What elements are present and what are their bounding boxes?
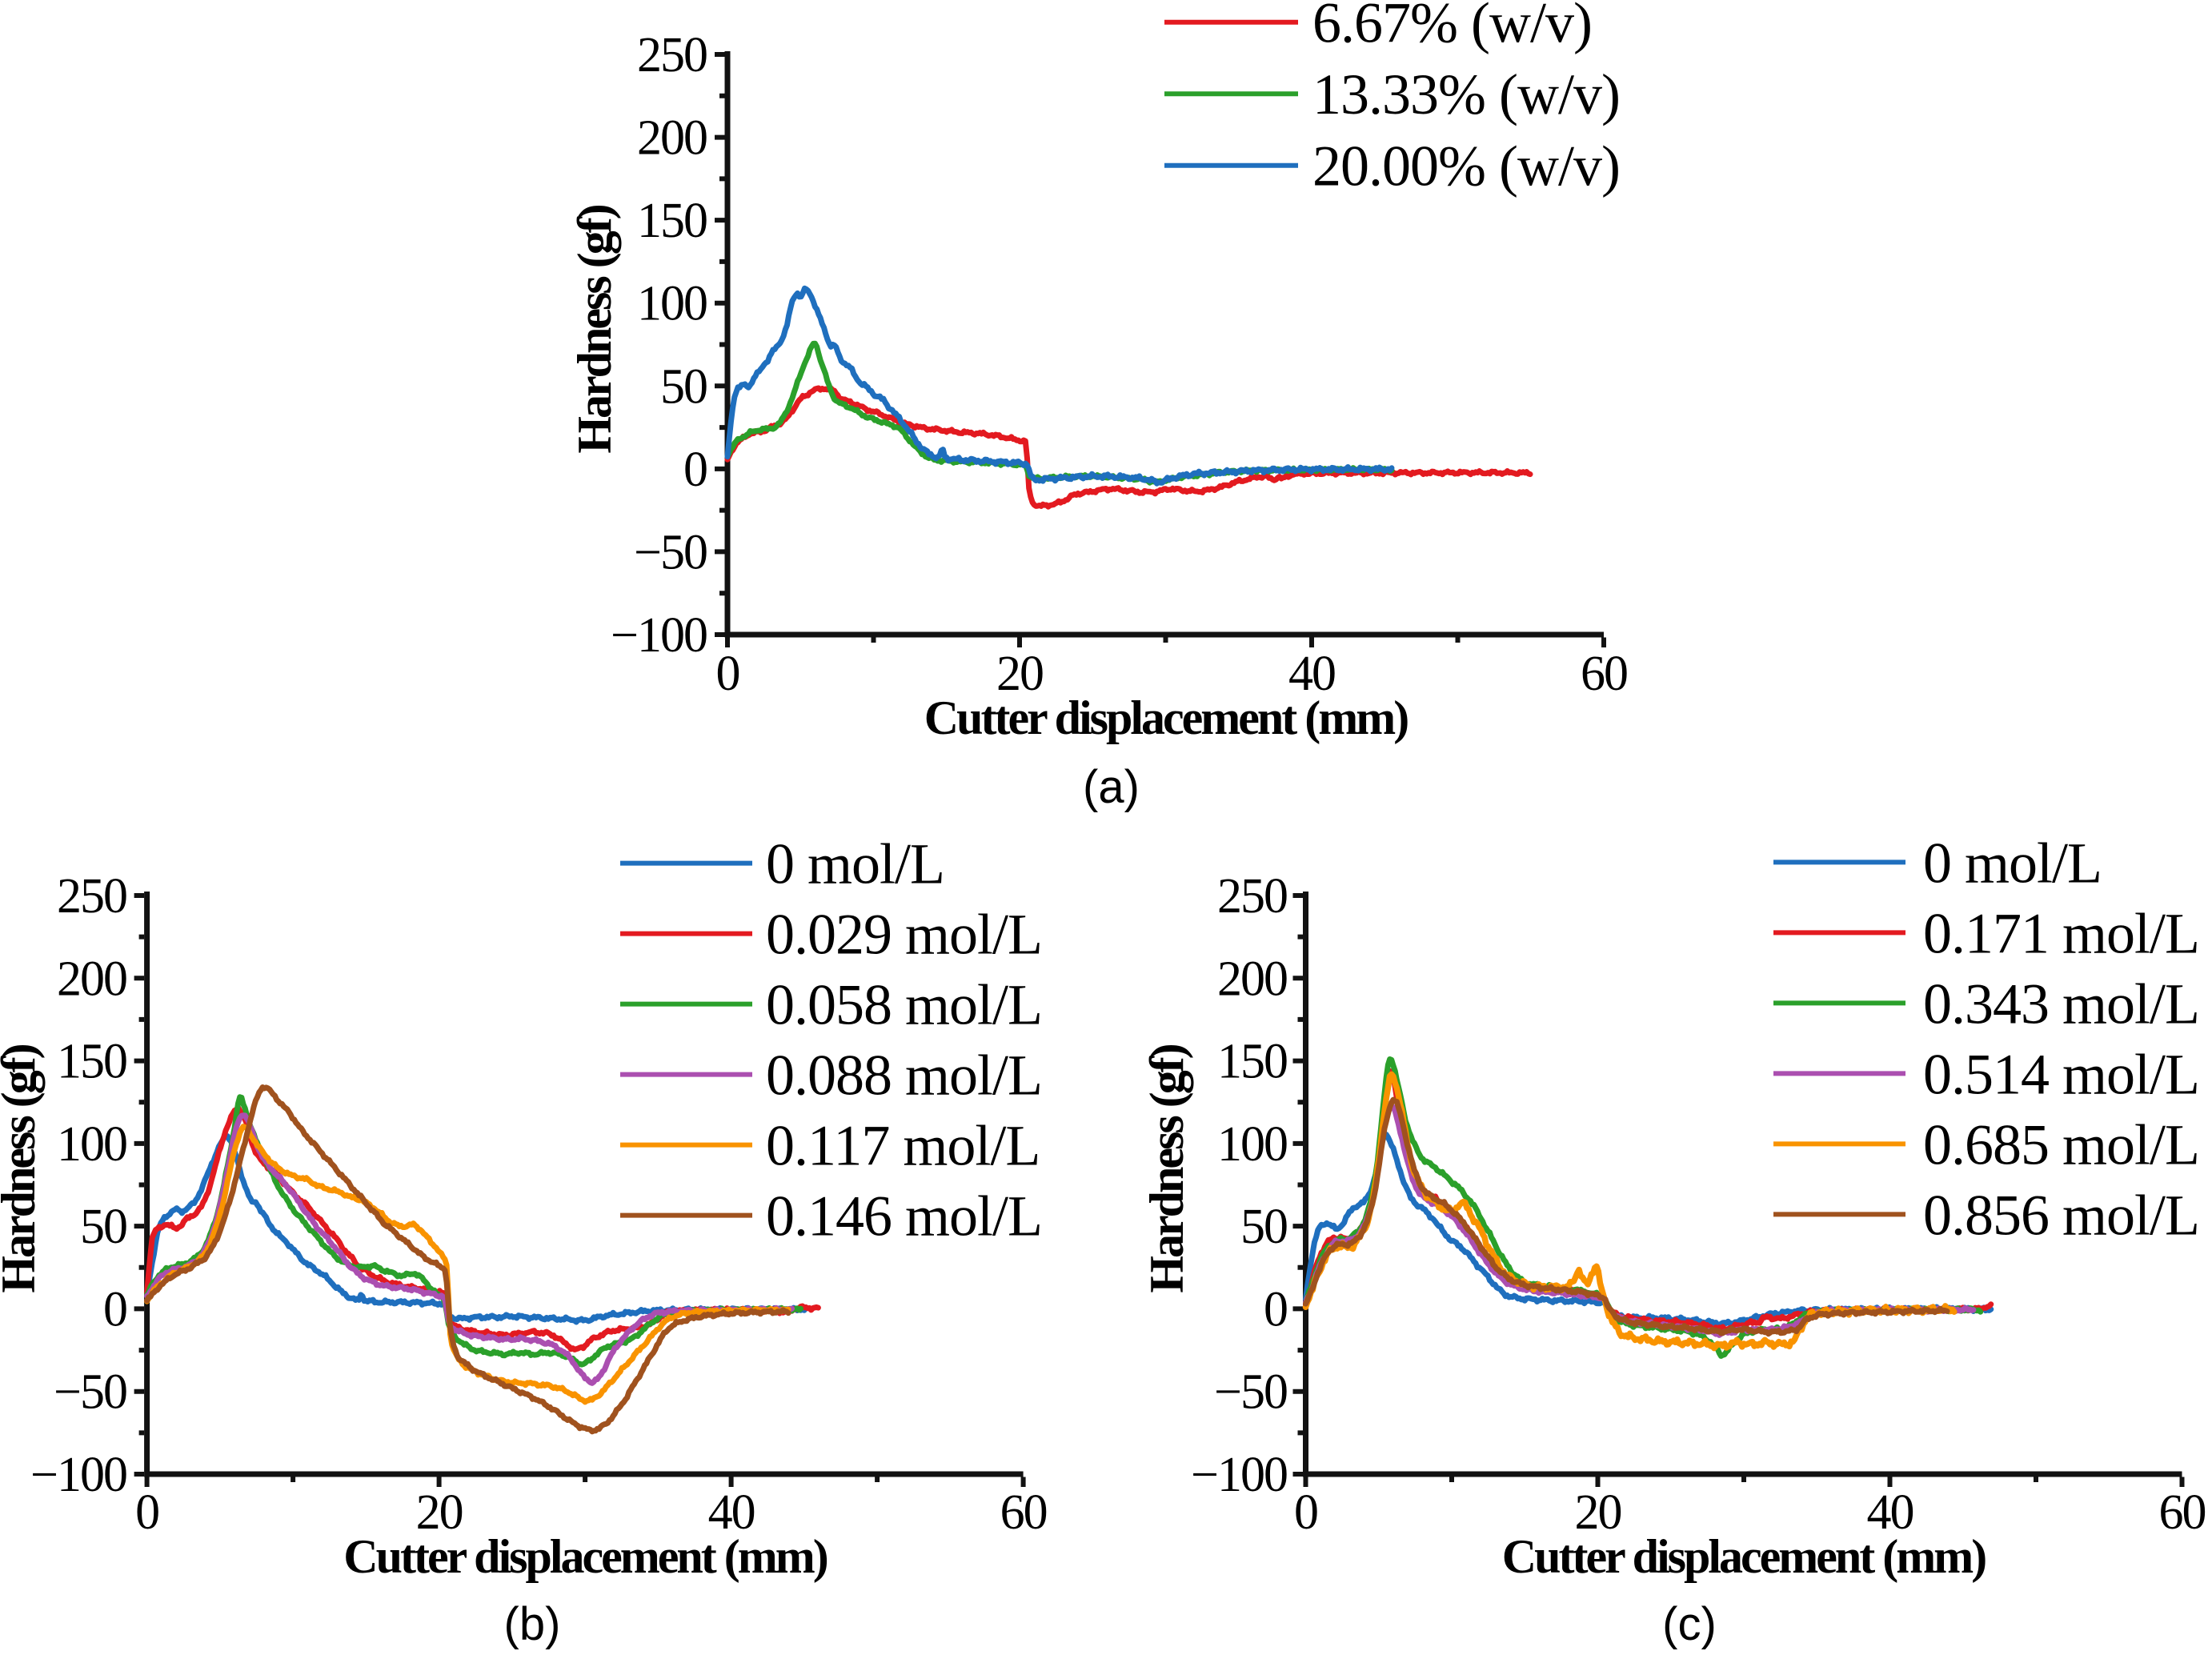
svg-text:20: 20 bbox=[1575, 1485, 1621, 1540]
svg-text:0: 0 bbox=[1294, 1485, 1317, 1540]
svg-text:6.67% (w/v): 6.67% (w/v) bbox=[1312, 0, 1592, 55]
svg-text:0: 0 bbox=[103, 1282, 126, 1336]
svg-text:0 mol/L: 0 mol/L bbox=[766, 832, 944, 896]
svg-text:0.088 mol/L: 0.088 mol/L bbox=[766, 1044, 1042, 1108]
svg-text:0 mol/L: 0 mol/L bbox=[1923, 831, 2102, 895]
svg-text:20.00% (w/v): 20.00% (w/v) bbox=[1312, 134, 1620, 198]
svg-text:200: 200 bbox=[57, 952, 126, 1006]
svg-text:60: 60 bbox=[1000, 1485, 1047, 1540]
svg-text:(a): (a) bbox=[1083, 761, 1140, 813]
svg-text:0: 0 bbox=[683, 443, 707, 497]
svg-text:150: 150 bbox=[637, 194, 707, 248]
svg-text:50: 50 bbox=[80, 1200, 126, 1254]
svg-text:60: 60 bbox=[2159, 1485, 2206, 1540]
svg-text:250: 250 bbox=[57, 869, 126, 924]
svg-text:Cutter displacement (mm): Cutter displacement (mm) bbox=[343, 1530, 827, 1583]
svg-text:13.33% (w/v): 13.33% (w/v) bbox=[1312, 62, 1620, 126]
svg-text:200: 200 bbox=[1217, 952, 1287, 1006]
svg-text:(c): (c) bbox=[1662, 1598, 1717, 1650]
svg-text:40: 40 bbox=[1867, 1485, 1913, 1540]
svg-text:−50: −50 bbox=[634, 525, 707, 579]
svg-text:0.685 mol/L: 0.685 mol/L bbox=[1923, 1112, 2199, 1176]
svg-text:100: 100 bbox=[637, 277, 707, 331]
svg-text:Hardness (gf): Hardness (gf) bbox=[568, 205, 621, 453]
svg-text:0.117 mol/L: 0.117 mol/L bbox=[766, 1114, 1040, 1178]
svg-text:Cutter displacement (mm): Cutter displacement (mm) bbox=[1502, 1530, 1986, 1583]
svg-text:0.856 mol/L: 0.856 mol/L bbox=[1923, 1183, 2199, 1247]
svg-text:0.029 mol/L: 0.029 mol/L bbox=[766, 903, 1042, 967]
svg-text:20: 20 bbox=[416, 1485, 463, 1540]
svg-text:40: 40 bbox=[708, 1485, 755, 1540]
svg-text:0: 0 bbox=[135, 1485, 158, 1540]
svg-text:60: 60 bbox=[1581, 647, 1627, 701]
svg-text:40: 40 bbox=[1288, 647, 1335, 701]
svg-text:−100: −100 bbox=[611, 608, 707, 663]
svg-text:100: 100 bbox=[1217, 1117, 1287, 1172]
svg-text:250: 250 bbox=[637, 28, 707, 82]
svg-text:0.171 mol/L: 0.171 mol/L bbox=[1923, 901, 2199, 965]
svg-text:200: 200 bbox=[637, 111, 707, 166]
svg-text:0.343 mol/L: 0.343 mol/L bbox=[1923, 972, 2199, 1036]
svg-text:0.146 mol/L: 0.146 mol/L bbox=[766, 1184, 1042, 1248]
svg-text:100: 100 bbox=[57, 1117, 126, 1172]
svg-text:250: 250 bbox=[1217, 869, 1287, 924]
svg-text:Cutter displacement (mm): Cutter displacement (mm) bbox=[924, 691, 1408, 744]
svg-text:50: 50 bbox=[660, 359, 707, 414]
svg-text:0: 0 bbox=[716, 647, 739, 701]
svg-text:(b): (b) bbox=[504, 1598, 561, 1650]
svg-text:−50: −50 bbox=[54, 1365, 126, 1420]
svg-text:0: 0 bbox=[1264, 1282, 1287, 1336]
svg-text:50: 50 bbox=[1240, 1200, 1287, 1254]
svg-text:150: 150 bbox=[57, 1035, 126, 1089]
svg-text:20: 20 bbox=[996, 647, 1043, 701]
svg-text:−100: −100 bbox=[1191, 1448, 1287, 1502]
svg-text:Hardness (gf): Hardness (gf) bbox=[1140, 1044, 1193, 1292]
svg-text:0.514 mol/L: 0.514 mol/L bbox=[1923, 1042, 2199, 1106]
svg-text:150: 150 bbox=[1217, 1035, 1287, 1089]
svg-text:−50: −50 bbox=[1214, 1365, 1287, 1420]
svg-text:0.058 mol/L: 0.058 mol/L bbox=[766, 973, 1042, 1037]
svg-text:Hardness (gf): Hardness (gf) bbox=[0, 1044, 45, 1292]
svg-text:−100: −100 bbox=[30, 1448, 126, 1502]
